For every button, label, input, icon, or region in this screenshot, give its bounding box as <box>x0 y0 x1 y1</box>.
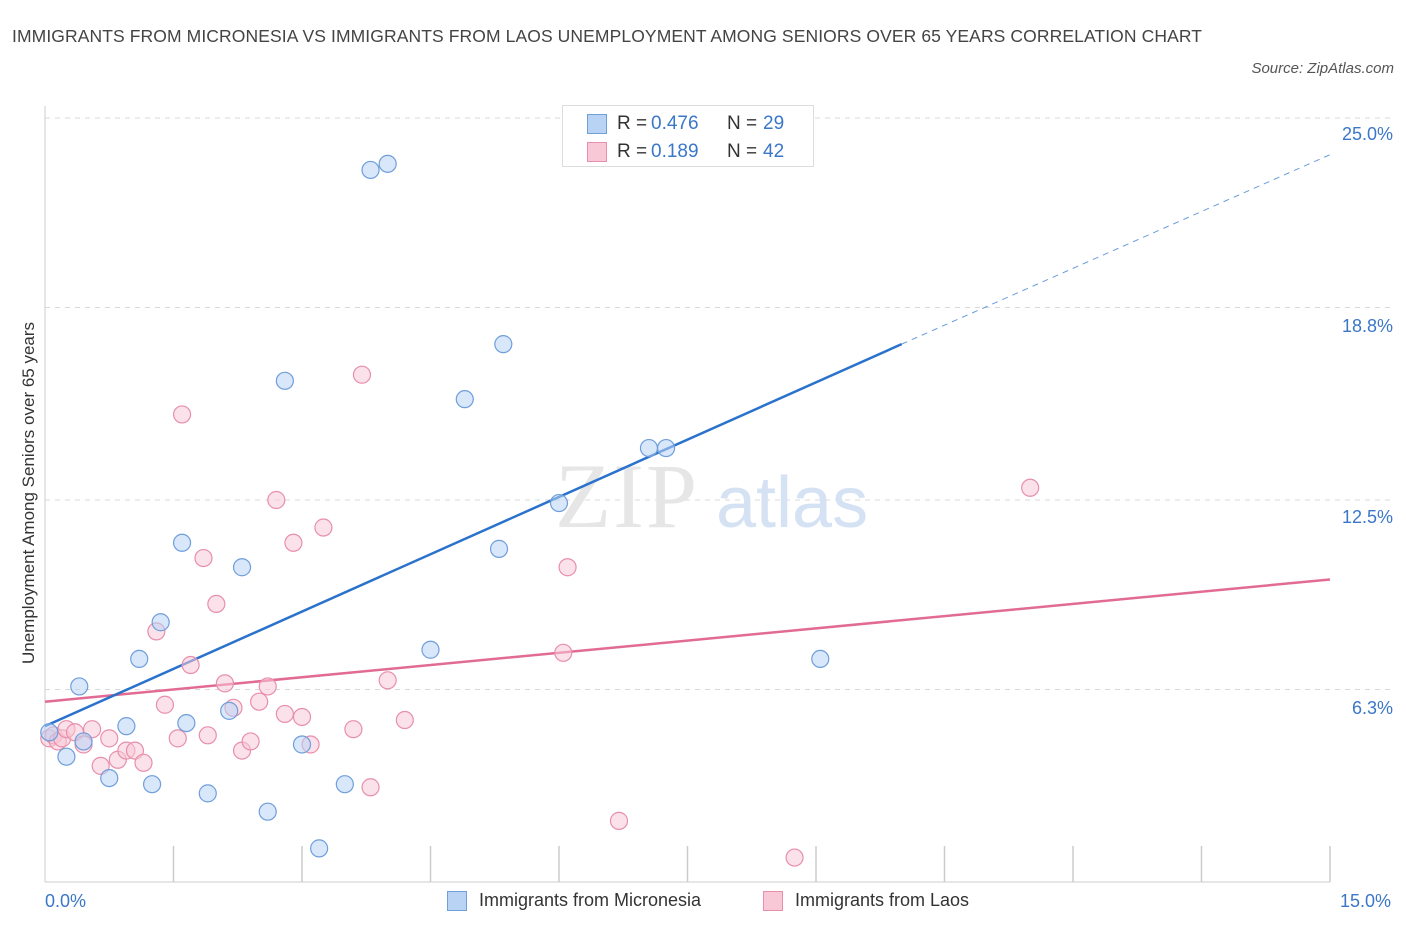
micronesia-point-26 <box>639 438 659 458</box>
micronesia-point-3 <box>74 732 93 751</box>
laos-point-21 <box>207 594 226 614</box>
micronesia-point-22 <box>455 390 474 409</box>
laos-point-13 <box>134 753 153 772</box>
laos-point-42 <box>785 848 804 867</box>
micronesia-point-10 <box>177 713 196 733</box>
x-tick-label-max: 15.0% <box>1340 891 1392 911</box>
chart-title: IMMIGRANTS FROM MICRONESIA VS IMMIGRANTS… <box>12 26 1203 46</box>
source-label: Source: ZipAtlas.com <box>1251 60 1394 77</box>
laos-point-22 <box>215 674 234 693</box>
x-tick-label-min: 0.0% <box>45 891 87 911</box>
micronesia-point-24 <box>494 335 513 354</box>
n-value: 42 <box>763 141 785 162</box>
micronesia-point-27 <box>656 438 676 458</box>
laos-point-17 <box>172 405 192 424</box>
n-value: 29 <box>763 113 785 134</box>
r-label: R = <box>617 141 648 162</box>
micronesia-legend-swatch <box>447 890 467 911</box>
y-tick-label-12-5: 12.5% <box>1341 507 1393 527</box>
series-legend: Immigrants from Micronesia Immigrants fr… <box>0 888 1406 916</box>
axes <box>44 106 1331 883</box>
laos-point-34 <box>344 720 363 739</box>
n-label: N = <box>727 141 758 162</box>
micronesia-point-23 <box>489 539 509 558</box>
micronesia-point-0 <box>40 723 59 742</box>
correlation-legend: R = 0.476 N = 29 R = 0.189 N = 42 <box>562 105 814 167</box>
laos-point-25 <box>241 732 260 751</box>
laos-point-27 <box>258 677 277 696</box>
laos-point-40 <box>554 643 573 662</box>
laos-point-18 <box>181 655 200 675</box>
legend-label-laos: Immigrants from Laos <box>795 890 970 910</box>
laos-point-9 <box>100 729 119 748</box>
legend-item-laos[interactable]: Immigrants from Laos <box>763 890 969 911</box>
watermark: ZIP atlas <box>555 445 868 547</box>
y-tick-label-6-3: 6.3% <box>1351 698 1393 718</box>
laos-swatch <box>587 142 607 162</box>
legend-item-micronesia[interactable]: Immigrants from Micronesia <box>447 890 701 911</box>
laos-point-37 <box>378 671 397 690</box>
r-value: 0.189 <box>651 141 699 162</box>
laos-point-29 <box>275 704 294 724</box>
data-points <box>40 154 1040 867</box>
legend-row-laos: R = 0.189 N = 42 <box>587 138 784 166</box>
trend-lines <box>44 154 1331 728</box>
laos-point-28 <box>267 490 286 510</box>
micronesia-point-1 <box>57 747 76 766</box>
micronesia-point-18 <box>335 775 354 794</box>
laos-point-38 <box>395 710 414 730</box>
micronesia-point-17 <box>310 839 329 858</box>
grid-lines <box>45 117 1395 690</box>
laos-legend-swatch <box>763 890 783 911</box>
micronesia-point-20 <box>378 154 397 173</box>
laos-point-41 <box>609 811 629 830</box>
micronesia-point-2 <box>70 677 89 696</box>
laos-point-30 <box>284 533 303 552</box>
n-label: N = <box>727 113 758 134</box>
micronesia-point-8 <box>151 613 170 632</box>
micronesia-point-4 <box>100 768 119 788</box>
micronesia-swatch <box>587 114 607 134</box>
micronesia-point-14 <box>258 802 277 821</box>
y-tick-label-25-0: 25.0% <box>1341 124 1393 144</box>
laos-point-20 <box>198 726 217 745</box>
r-label: R = <box>617 113 648 134</box>
laos-point-15 <box>155 695 175 714</box>
legend-label-micronesia: Immigrants from Micronesia <box>479 890 702 910</box>
laos-point-36 <box>361 778 380 797</box>
micronesia-point-16 <box>292 735 312 754</box>
micronesia-point-5 <box>117 717 136 736</box>
micronesia-point-28 <box>811 649 830 669</box>
micronesia-trend-extension <box>901 154 1331 345</box>
y-tick-label-18-8: 18.8% <box>1341 316 1393 336</box>
micronesia-point-15 <box>275 371 294 390</box>
micronesia-point-6 <box>130 649 149 669</box>
micronesia-point-13 <box>232 558 252 577</box>
laos-point-35 <box>352 365 372 384</box>
micronesia-point-11 <box>198 784 217 803</box>
micronesia-point-7 <box>142 775 162 794</box>
y-axis-label: Unemployment Among Seniors over 65 years <box>19 321 38 665</box>
watermark-zip: ZIP <box>555 445 699 547</box>
laos-trend-line <box>44 578 1331 703</box>
micronesia-point-21 <box>421 640 440 659</box>
micronesia-point-19 <box>361 160 380 180</box>
laos-point-19 <box>194 548 213 568</box>
laos-point-26 <box>250 692 269 711</box>
watermark-atlas: atlas <box>716 463 868 543</box>
micronesia-point-9 <box>172 533 192 552</box>
laos-point-43 <box>1021 478 1040 497</box>
micronesia-point-25 <box>549 493 569 513</box>
laos-point-16 <box>168 729 187 748</box>
r-value: 0.476 <box>651 113 699 134</box>
micronesia-point-12 <box>220 701 239 720</box>
laos-point-33 <box>314 518 333 537</box>
laos-point-39 <box>558 558 577 577</box>
legend-row-micronesia: R = 0.476 N = 29 <box>587 110 784 138</box>
laos-point-31 <box>292 707 312 727</box>
